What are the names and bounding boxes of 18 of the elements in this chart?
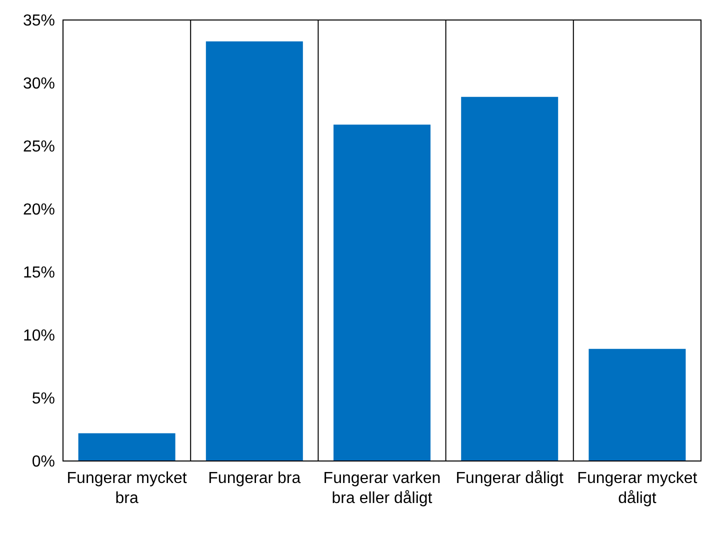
y-tick-label: 25%: [22, 138, 55, 156]
y-tick-label: 15%: [22, 264, 55, 282]
y-tick-label: 30%: [22, 76, 55, 93]
x-tick-label: Fungerar mycket dåligt: [577, 470, 698, 507]
y-tick-label: 5%: [32, 390, 55, 408]
x-tick-label: Fungerar varken bra eller dåligt: [323, 470, 441, 507]
bar: [334, 124, 431, 461]
y-tick-label: 0%: [32, 454, 55, 471]
bar: [588, 348, 686, 461]
bar: [461, 96, 558, 461]
bar: [78, 433, 176, 461]
x-tick-label: Fungerar mycket bra: [66, 470, 188, 507]
x-tick-label: Fungerar dåligt: [456, 470, 564, 487]
y-tick-label: 10%: [22, 328, 55, 345]
x-tick-label: Fungerar bra: [208, 470, 301, 487]
bar: [206, 41, 303, 461]
y-tick-label: 35%: [22, 12, 55, 30]
y-tick-label: 20%: [22, 202, 55, 219]
